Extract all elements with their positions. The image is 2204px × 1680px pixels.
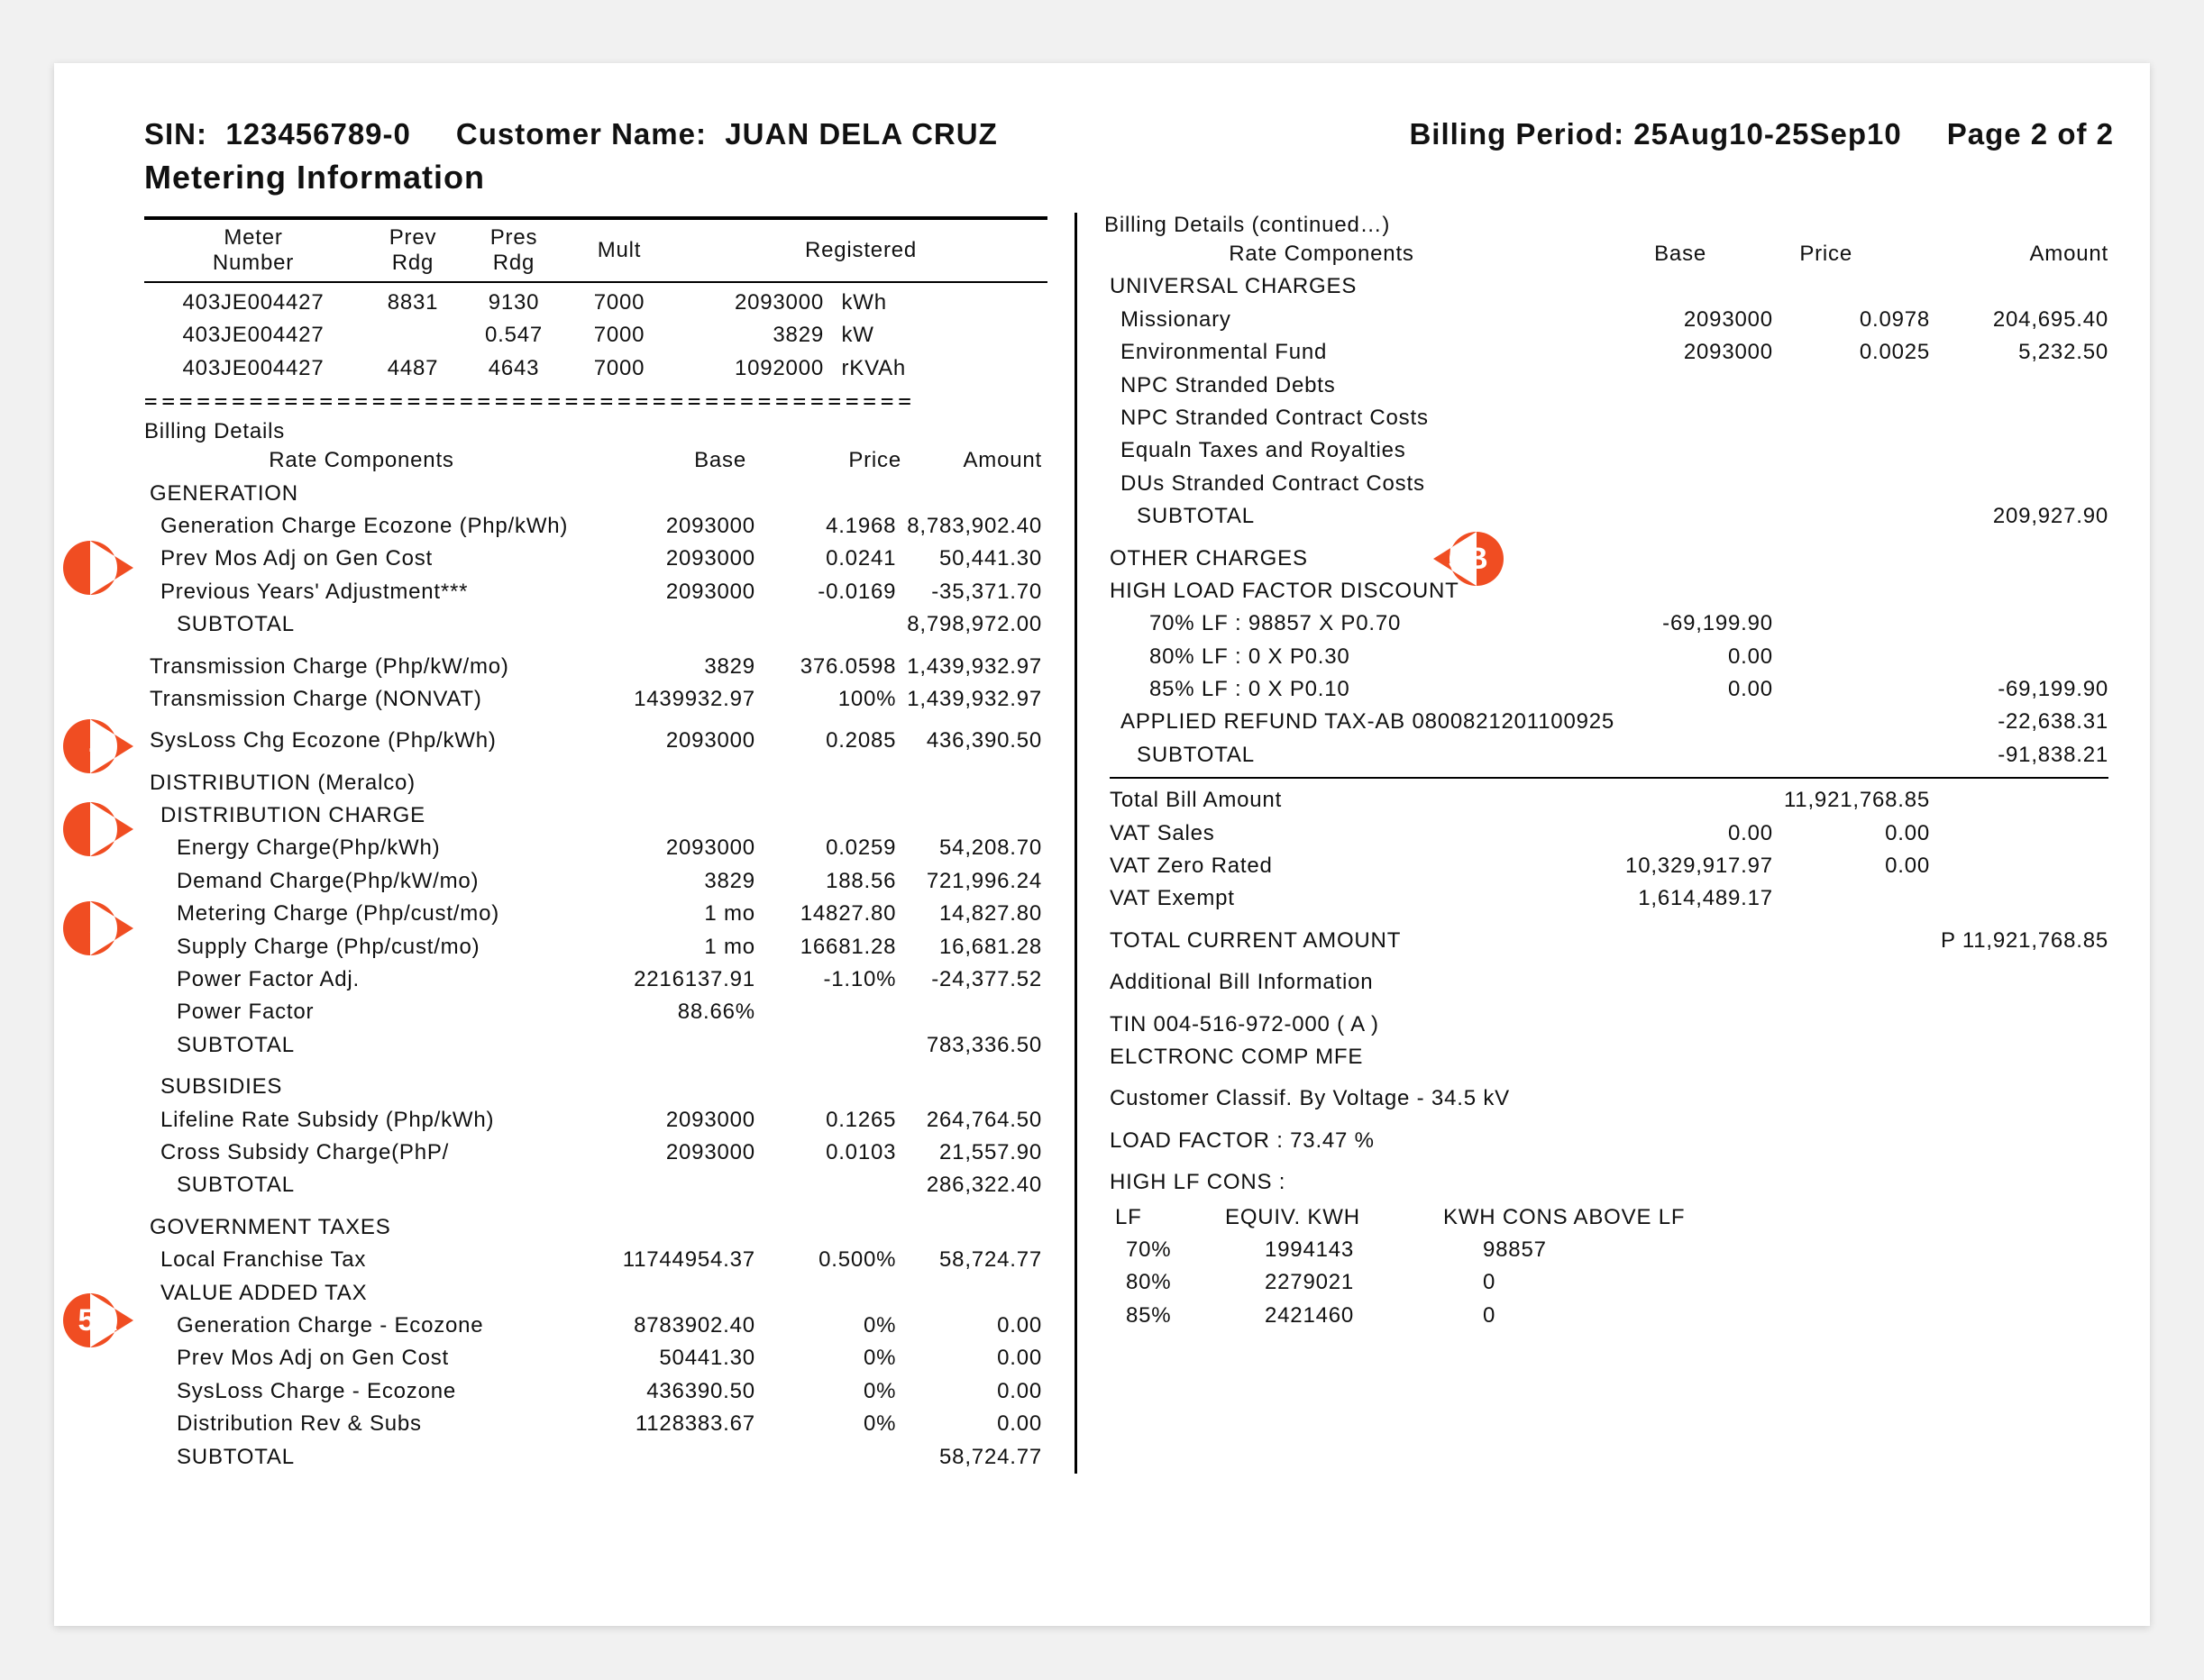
line-item: UNIVERSAL CHARGES — [1104, 270, 2114, 303]
line-item: HIGH LOAD FACTOR DISCOUNT — [1104, 575, 2114, 607]
line-item: VAT Zero Rated10,329,917.970.00 — [1104, 850, 2114, 882]
line-item: Power Factor Adj.2216137.91-1.10%-24,377… — [144, 963, 1047, 996]
line-item: SysLoss Charge - Ecozone436390.500%0.00 — [144, 1375, 1047, 1408]
left-detail: GENERATIONGeneration Charge Ecozone (Php… — [144, 478, 1047, 1474]
line-item: SUBTOTAL286,322.40 — [144, 1169, 1047, 1201]
callout-badge: 1 — [63, 541, 133, 595]
meter-hdr-mult: Mult — [598, 238, 642, 262]
meter-hdr-prev: PrevRdg — [389, 225, 437, 275]
line-item: Supply Charge (Php/cust/mo)1 mo16681.281… — [144, 931, 1047, 963]
line-item: Metering Charge (Php/cust/mo)1 mo14827.8… — [144, 898, 1047, 930]
line-item: Total Bill Amount11,921,768.85 — [1104, 784, 2114, 817]
line-item: Prev Mos Adj on Gen Cost20930000.024150,… — [144, 543, 1047, 575]
sin-label: SIN: — [144, 117, 207, 151]
billing-title: Billing Details — [144, 419, 1047, 444]
line-item: Prev Mos Adj on Gen Cost50441.300%0.00 — [144, 1342, 1047, 1374]
meter-hdr-pres: PresRdg — [490, 225, 538, 275]
line-item: TOTAL CURRENT AMOUNTP 11,921,768.85 — [1104, 925, 2114, 957]
right-detail: UNIVERSAL CHARGESMissionary20930000.0978… — [1104, 270, 2114, 1334]
line-item: 70% LF : 98857 X P0.70-69,199.90 — [1104, 607, 2114, 640]
right-column: Billing Details (continued…) Rate Compon… — [1075, 213, 2114, 1474]
line-item: VAT Sales0.000.00 — [1104, 817, 2114, 850]
line-item: Generation Charge Ecozone (Php/kWh)20930… — [144, 510, 1047, 543]
bill-header: SIN: 123456789-0 Customer Name: JUAN DEL… — [144, 117, 2114, 151]
callout-badge: 4 — [63, 719, 133, 773]
meter-row: 403JE0044274487464370001092000 rKVAh — [144, 352, 1047, 385]
line-item: Distribution Rev & Subs1128383.670%0.00 — [144, 1408, 1047, 1440]
line-item: Generation Charge - Ecozone8783902.400%0… — [144, 1310, 1047, 1342]
line-item: Equaln Taxes and Royalties — [1104, 434, 2114, 467]
meter-table: MeterNumber PrevRdg PresRdg Mult Registe… — [144, 224, 1047, 278]
line-item: VALUE ADDED TAX — [144, 1277, 1047, 1310]
line-item: APPLIED REFUND TAX-AB 0800821201100925-2… — [1104, 706, 2114, 738]
meter-hdr-reg: Registered — [805, 238, 917, 262]
line-item: 85% LF : 0 X P0.100.00-69,199.90 — [1104, 673, 2114, 706]
line-item: OTHER CHARGES — [1104, 543, 2114, 575]
line-item: Transmission Charge (NONVAT)1439932.9710… — [144, 683, 1047, 716]
line-item: Transmission Charge (Php/kW/mo)3829376.0… — [144, 651, 1047, 683]
line-item: GENERATION — [144, 478, 1047, 510]
line-item: DISTRIBUTION CHARGE — [144, 799, 1047, 832]
line-item: DISTRIBUTION (Meralco) — [144, 767, 1047, 799]
line-item: Cross Subsidy Charge(PhP/20930000.010321… — [144, 1137, 1047, 1169]
line-item: Energy Charge(Php/kWh)20930000.025954,20… — [144, 832, 1047, 864]
line-item: SUBTOTAL58,724.77 — [144, 1441, 1047, 1474]
line-item: Local Franchise Tax11744954.370.500%58,7… — [144, 1244, 1047, 1276]
page-num: Page 2 of 2 — [1947, 117, 2114, 151]
sin: 123456789-0 — [225, 117, 411, 151]
meter-rows: 403JE0044278831913070002093000 kWh403JE0… — [144, 287, 1047, 385]
left-column: MeterNumber PrevRdg PresRdg Mult Registe… — [144, 213, 1047, 1474]
line-item: GOVERNMENT TAXES — [144, 1211, 1047, 1244]
line-item: SUBTOTAL783,336.50 — [144, 1029, 1047, 1062]
line-item: SUBTOTAL-91,838.21 — [1104, 739, 2114, 772]
line-item: SysLoss Chg Ecozone (Php/kWh)20930000.20… — [144, 725, 1047, 757]
meter-hdr-num: MeterNumber — [213, 225, 294, 275]
cont-title: Billing Details (continued…) — [1104, 213, 2114, 238]
rate-header: Rate Components Base Price Amount — [144, 444, 1047, 477]
metering-title: Metering Information — [144, 159, 2114, 196]
rate-header-r: Rate Components Base Price Amount — [1104, 238, 2114, 270]
customer-name: JUAN DELA CRUZ — [725, 117, 997, 151]
line-item: NPC Stranded Debts — [1104, 370, 2114, 402]
line-item: VAT Exempt1,614,489.17 — [1104, 882, 2114, 915]
line-item: NPC Stranded Contract Costs — [1104, 402, 2114, 434]
line-item: SUBTOTAL8,798,972.00 — [144, 608, 1047, 641]
meter-row: 403JE0044270.54770003829 kW — [144, 319, 1047, 352]
line-item: SUBSIDIES — [144, 1071, 1047, 1103]
line-item: Previous Years' Adjustment***2093000-0.0… — [144, 576, 1047, 608]
line-item: DUs Stranded Contract Costs — [1104, 468, 2114, 500]
line-item: Power Factor88.66% — [144, 996, 1047, 1028]
line-item: Environmental Fund20930000.00255,232.50 — [1104, 336, 2114, 369]
callout-badge: 5A — [63, 1293, 133, 1347]
period: 25Aug10-25Sep10 — [1633, 117, 1901, 151]
line-item: Missionary20930000.0978204,695.40 — [1104, 304, 2114, 336]
callout-badge: 2 — [63, 802, 133, 856]
name-label: Customer Name: — [456, 117, 707, 151]
line-item: 80% LF : 0 X P0.300.00 — [1104, 641, 2114, 673]
period-label: Billing Period: — [1409, 117, 1624, 151]
line-item: Demand Charge(Php/kW/mo)3829188.56721,99… — [144, 865, 1047, 898]
meter-row: 403JE0044278831913070002093000 kWh — [144, 287, 1047, 319]
line-item: SUBTOTAL209,927.90 — [1104, 500, 2114, 533]
separator: ========================================… — [144, 388, 1047, 414]
line-item: Lifeline Rate Subsidy (Php/kWh)20930000.… — [144, 1104, 1047, 1137]
callout-badge: 3 — [63, 901, 133, 955]
callout-badge: 5B — [1433, 532, 1504, 586]
